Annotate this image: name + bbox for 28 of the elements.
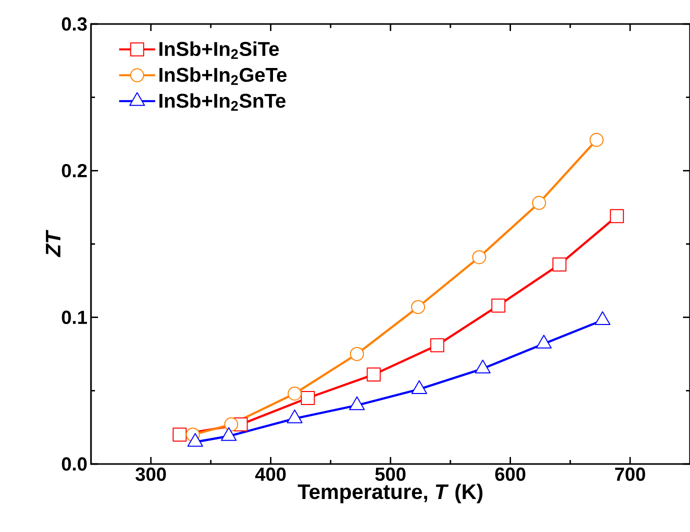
y-axis-title: ZT	[46, 230, 60, 258]
point	[172, 428, 187, 442]
y-tick-label: 0.1	[62, 310, 87, 324]
y-tick-label: 0.0	[62, 457, 87, 471]
x-tick-label: 400	[255, 468, 286, 481]
legend-label: InSb+In$_{2}$SnTe	[159, 93, 286, 111]
point	[491, 298, 506, 313]
legend-label: InSb+In$_{2}$SiTe	[159, 41, 279, 59]
x-tick-label: 600	[495, 468, 526, 481]
point	[350, 347, 364, 361]
point	[532, 196, 546, 210]
point	[411, 300, 426, 314]
x-tick-label: 700	[615, 468, 646, 481]
y-tick-label: 0.2	[62, 164, 87, 178]
point	[430, 338, 444, 352]
x-axis-title: Temperature, T (K)	[298, 484, 482, 504]
point	[552, 258, 566, 272]
point	[472, 250, 486, 264]
point	[224, 417, 238, 432]
point	[610, 209, 624, 224]
legend-label: InSb+In$_{2}$GeTe	[159, 67, 287, 85]
point	[590, 132, 604, 147]
point	[300, 391, 315, 405]
y-tick-label: 0.3	[62, 17, 87, 31]
x-tick-label: 500	[375, 468, 406, 481]
point	[288, 386, 302, 401]
x-tick-label: 300	[136, 468, 166, 481]
point	[366, 368, 381, 382]
